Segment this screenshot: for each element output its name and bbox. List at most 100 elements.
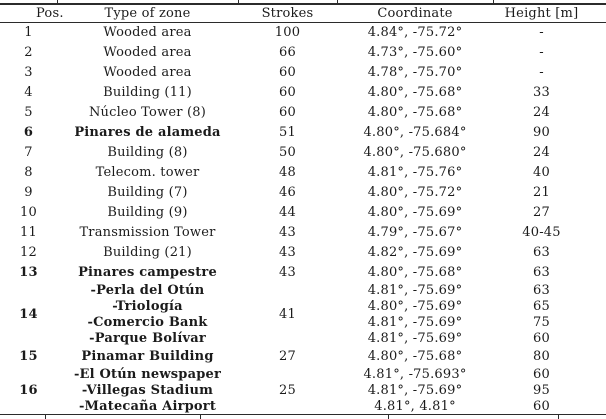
table-body: 1 Wooded area 100 4.84°, -75.72° - 2 Wooded ar…: [0, 23, 606, 415]
strokes-cell: 50: [279, 145, 296, 160]
coordinate-cell: 4.80°, -75.69°: [367, 299, 463, 314]
table-row: -Villegas Stadium 4.81°, -75.69° 95: [0, 383, 606, 399]
type-of-zone-cell: -El Otún newspaper: [73, 367, 222, 382]
strokes-cell: 43: [279, 265, 296, 280]
table-row: 14 -Perla del Otún 41 4.81°, -75.69° 63: [0, 283, 606, 322]
pos-cell: 10: [20, 205, 37, 220]
coordinate-cell: 4.81°, -75.69°: [367, 383, 463, 398]
strokes-cell: 44: [279, 205, 296, 220]
strokes-cell: 27: [279, 349, 296, 364]
type-of-zone-cell: Building (9): [107, 205, 188, 220]
coordinate-cell: 4.80°, -75.68°: [367, 265, 463, 280]
height-cell: 27: [533, 205, 550, 220]
coordinate-cell: 4.80°, -75.680°: [363, 145, 467, 160]
height-cell: 24: [533, 145, 550, 160]
column-header-coordinate: Coordinate: [337, 4, 493, 23]
coordinate-cell: 4.80°, -75.72°: [367, 185, 463, 200]
strokes-cell: 25: [279, 382, 296, 398]
pos-cell: 8: [24, 165, 33, 180]
pos-cell: 13: [19, 265, 38, 280]
height-cell: 80: [533, 349, 550, 364]
coordinate-cell: 4.81°, -75.693°: [363, 367, 467, 382]
type-of-zone-cell: Transmission Tower: [79, 225, 216, 240]
table-row: 4 Building (11) 60 4.80°, -75.68° 33: [0, 83, 606, 103]
table-row: -Comercio Bank 4.81°, -75.69° 75: [0, 315, 606, 331]
type-of-zone-cell: -Matecaña Airport: [78, 398, 217, 414]
pos-cell: 1: [24, 25, 33, 41]
table-row: 5 Núcleo Tower (8) 60 4.80°, -75.68° 24: [0, 103, 606, 123]
coordinate-cell: 4.73°, -75.60°: [367, 45, 463, 60]
column-header-strokes: Strokes: [238, 4, 337, 23]
bottom-column-tick: [45, 414, 46, 419]
bottom-column-tick: [388, 414, 389, 419]
coordinate-cell: 4.80°, -75.68°: [367, 349, 463, 364]
table-row: 13 Pinares campestre 43 4.80°, -75.68° 63: [0, 263, 606, 283]
type-of-zone-cell: Núcleo Tower (8): [88, 105, 207, 120]
type-of-zone-cell: -Parque Bolívar: [89, 331, 206, 346]
bottom-column-tick: [558, 414, 559, 419]
pos-cell: 7: [24, 145, 33, 160]
height-cell: 24: [533, 105, 550, 120]
height-cell: 95: [533, 383, 550, 398]
column-header-type: Type of zone: [57, 4, 238, 23]
height-cell: 21: [533, 185, 550, 200]
height-cell: 40: [533, 165, 550, 180]
strike-zones-table: Pos. Type of zone Strokes Coordinate Hei…: [0, 3, 606, 415]
table-row: 6 Pinares de alameda 51 4.80°, -75.684° 90: [0, 123, 606, 143]
coordinate-cell: 4.81°, -75.69°: [367, 315, 463, 330]
type-of-zone-cell: Building (11): [103, 85, 192, 100]
type-of-zone-cell: -Villegas Stadium: [81, 383, 214, 398]
height-cell: 75: [533, 315, 550, 330]
strokes-cell: 60: [279, 85, 296, 100]
type-of-zone-cell: Wooded area: [103, 45, 192, 60]
height-cell: -: [539, 25, 544, 41]
type-of-zone-cell: Wooded area: [103, 65, 192, 80]
coordinate-cell: 4.80°, -75.68°: [367, 85, 463, 100]
top-column-tick: [238, 0, 239, 3]
coordinate-cell: 4.80°, -75.68°: [367, 105, 463, 120]
height-cell: 63: [533, 283, 550, 298]
type-of-zone-cell: Building (8): [107, 145, 188, 160]
strokes-cell: 66: [279, 45, 296, 60]
bottom-column-tick: [200, 414, 201, 419]
type-of-zone-cell: -Perla del Otún: [90, 283, 205, 298]
pos-cell: 4: [24, 85, 33, 100]
type-of-zone-cell: Pinamar Building: [81, 349, 214, 364]
coordinate-cell: 4.81°, 4.81°: [374, 398, 456, 414]
height-cell: 60: [533, 331, 550, 346]
strokes-cell: 46: [279, 185, 296, 200]
pos-cell: 11: [20, 225, 37, 240]
height-cell: 40-45: [522, 225, 561, 240]
strokes-cell: 48: [279, 165, 296, 180]
coordinate-cell: 4.78°, -75.70°: [367, 65, 463, 80]
height-cell: 90: [533, 125, 550, 140]
type-of-zone-cell: Telecom. tower: [95, 165, 200, 180]
type-of-zone-cell: -Comercio Bank: [87, 315, 208, 330]
height-cell: 63: [533, 265, 550, 280]
strokes-cell: 51: [279, 125, 296, 140]
type-of-zone-cell: Pinares de alameda: [74, 125, 221, 140]
top-column-tick: [337, 0, 338, 3]
pos-cell: 2: [24, 45, 33, 60]
pos-cell: 14: [19, 307, 38, 322]
table-row: 12 Building (21) 43 4.82°, -75.69° 63: [0, 243, 606, 263]
column-header-pos: Pos.: [0, 4, 63, 23]
top-column-tick: [57, 0, 58, 3]
pos-cell: 3: [24, 65, 33, 80]
strokes-cell: 60: [279, 105, 296, 120]
height-cell: -: [539, 45, 544, 60]
strokes-cell: 41: [279, 307, 296, 322]
height-cell: 65: [533, 299, 550, 314]
pos-cell: 12: [20, 245, 37, 260]
pos-cell: 6: [23, 125, 34, 140]
coordinate-cell: 4.79°, -75.67°: [367, 225, 463, 240]
type-of-zone-cell: -Triología: [112, 299, 183, 314]
table-row: 1 Wooded area 100 4.84°, -75.72° -: [0, 23, 606, 43]
strokes-cell: 60: [279, 65, 296, 80]
table-row: 16 -El Otún newspaper 25 4.81°, -75.693° 60: [0, 367, 606, 398]
coordinate-cell: 4.81°, -75.76°: [367, 165, 463, 180]
height-cell: 33: [533, 85, 550, 100]
height-cell: 60: [533, 367, 550, 382]
pos-cell: 9: [24, 185, 33, 200]
